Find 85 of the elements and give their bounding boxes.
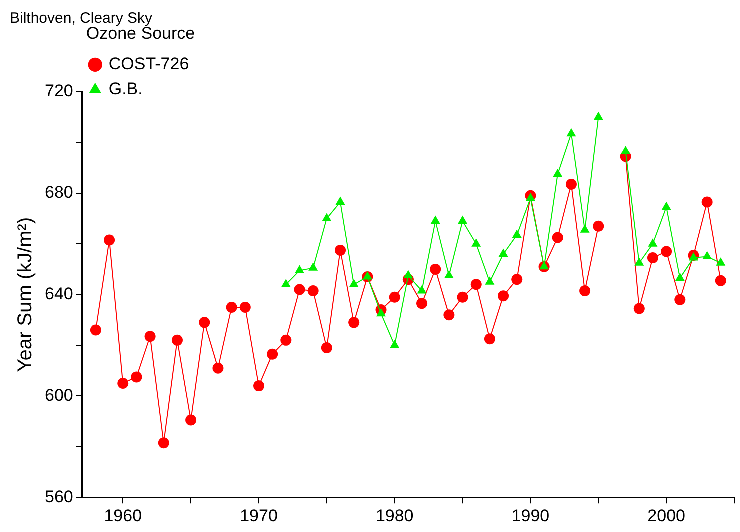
point	[634, 303, 645, 314]
point	[172, 334, 183, 346]
x-tick-label: 1970	[240, 506, 278, 526]
point	[675, 272, 685, 282]
point	[485, 276, 495, 285]
legend-label: G.B.	[108, 80, 143, 99]
point	[566, 128, 576, 137]
point	[404, 270, 414, 279]
y-tick-label: 680	[44, 183, 74, 202]
y-tick-label: 600	[44, 386, 74, 405]
point	[336, 196, 346, 206]
point	[308, 262, 318, 271]
point	[376, 308, 386, 317]
point	[621, 146, 631, 154]
point	[472, 238, 482, 247]
point	[444, 310, 455, 321]
point	[688, 252, 699, 261]
point	[416, 298, 428, 310]
point	[389, 292, 400, 303]
x-tick-label: 1980	[376, 506, 414, 526]
x-tick-label: 1990	[512, 506, 550, 526]
point	[566, 179, 577, 190]
point	[540, 261, 550, 270]
point	[674, 294, 686, 306]
point	[118, 378, 129, 390]
point	[226, 302, 238, 313]
point	[661, 246, 672, 258]
y-tick-label: 720	[44, 82, 74, 101]
point	[580, 286, 591, 296]
legend-label: COST-726	[108, 54, 190, 74]
point	[104, 234, 116, 246]
point	[648, 238, 658, 247]
point	[580, 224, 590, 233]
x-tick-label: 1960	[104, 506, 142, 526]
point	[267, 348, 278, 360]
point	[294, 284, 306, 296]
point	[512, 230, 522, 238]
point	[634, 258, 644, 266]
y-axis-title: Year Sum (kJ/m²)	[14, 217, 37, 372]
point	[158, 438, 170, 449]
point	[444, 270, 454, 279]
point	[498, 248, 508, 257]
point	[702, 196, 713, 208]
point	[240, 302, 251, 313]
point	[144, 331, 156, 342]
point	[253, 380, 264, 392]
x-tick-label: 2000	[648, 506, 686, 526]
chart-title: Bilthoven, Cleary Sky	[10, 10, 154, 28]
point	[308, 286, 319, 296]
point	[647, 252, 658, 264]
point	[199, 317, 210, 328]
point	[362, 272, 372, 280]
point	[716, 258, 726, 266]
point	[553, 168, 563, 178]
point	[281, 279, 291, 288]
point	[512, 274, 523, 286]
point	[430, 264, 442, 275]
y-tick-label: 560	[44, 487, 74, 506]
point	[498, 290, 510, 302]
point	[470, 279, 482, 290]
point	[349, 279, 359, 288]
point	[552, 232, 564, 244]
point	[662, 202, 672, 210]
y-tick-label: 640	[44, 284, 74, 304]
point	[294, 265, 305, 274]
point	[458, 216, 468, 224]
point	[430, 216, 440, 224]
point	[484, 334, 496, 345]
point	[417, 286, 427, 294]
point	[594, 112, 604, 120]
point	[457, 292, 468, 303]
point	[715, 275, 726, 286]
point	[348, 317, 360, 328]
point	[186, 414, 197, 426]
point	[593, 220, 604, 232]
point	[131, 372, 142, 383]
point	[212, 362, 224, 374]
point	[335, 244, 346, 256]
point	[702, 251, 712, 260]
point	[90, 324, 102, 336]
point	[526, 192, 536, 202]
point	[322, 213, 332, 222]
point	[321, 342, 332, 354]
point	[390, 340, 400, 348]
point	[280, 334, 292, 346]
